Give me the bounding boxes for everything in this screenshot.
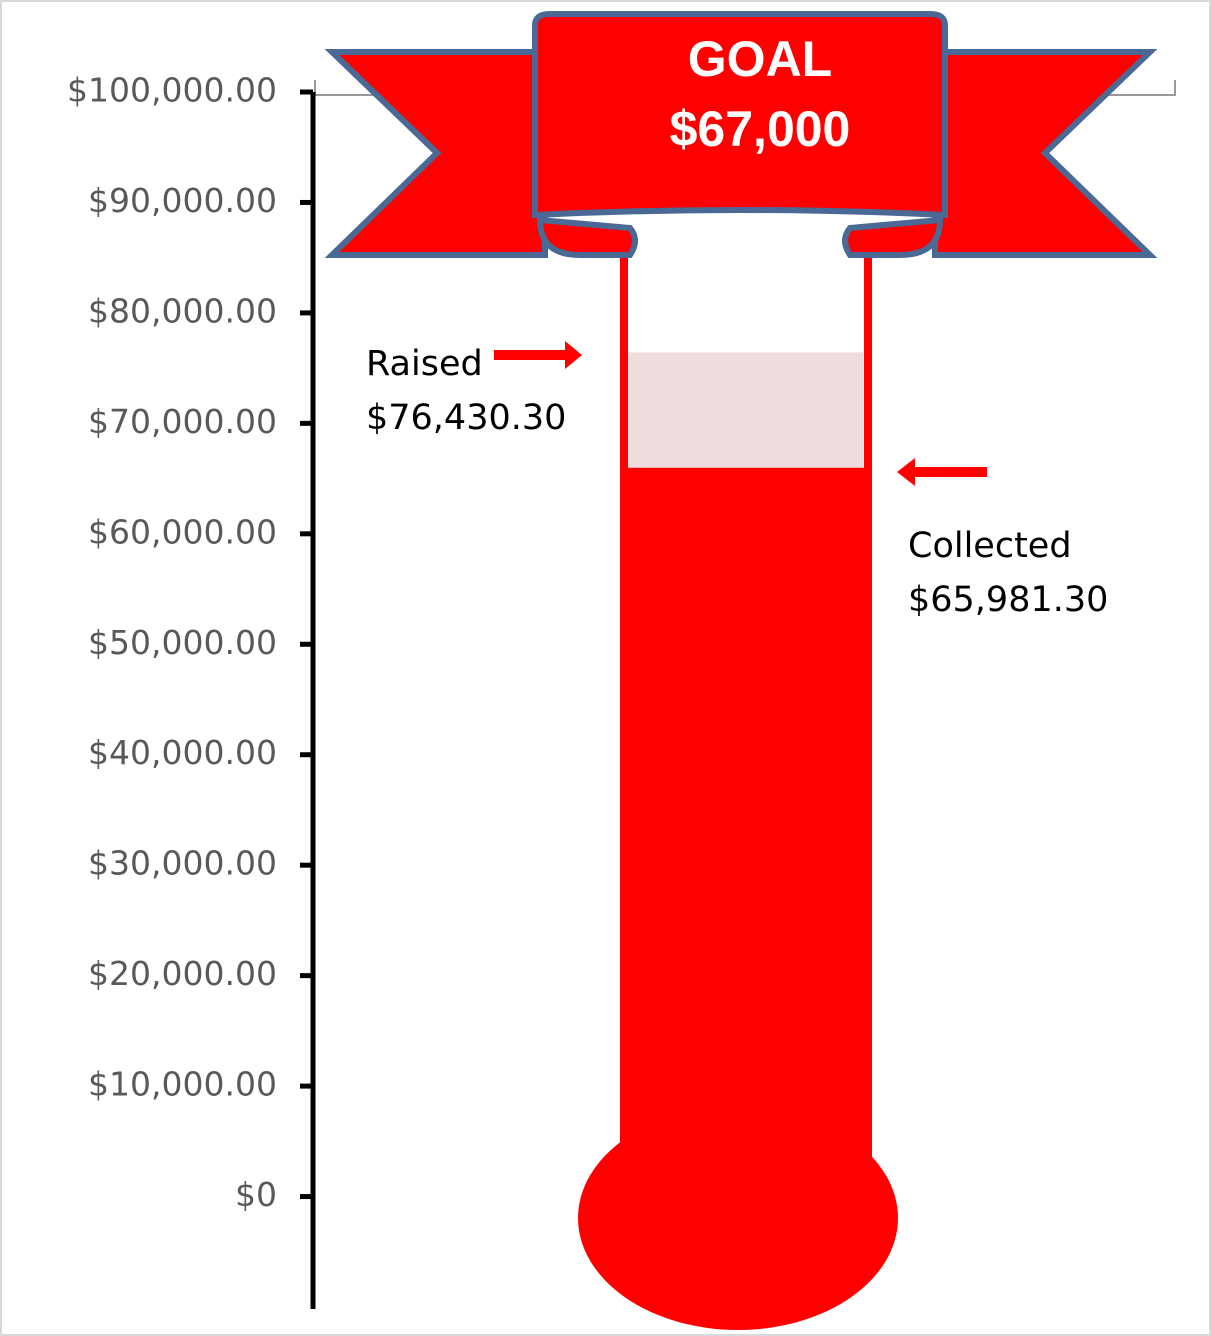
y-tick-label: $90,000.00 xyxy=(88,181,277,220)
y-tick-label: $30,000.00 xyxy=(88,844,277,883)
arrow xyxy=(494,341,582,369)
y-tick-label: $50,000.00 xyxy=(88,623,277,662)
goal-amount: $67,000 xyxy=(670,101,851,157)
y-tick-label: $40,000.00 xyxy=(88,733,277,772)
arrow xyxy=(897,458,987,486)
legend-raised: Raised xyxy=(366,344,483,384)
collected-fill xyxy=(620,467,872,1170)
y-tick-label: $60,000.00 xyxy=(88,512,277,551)
raised-fill xyxy=(628,352,863,468)
y-tick-label: $70,000.00 xyxy=(88,402,277,441)
banner xyxy=(324,11,1158,258)
legend-collected: Collected xyxy=(908,526,1072,566)
y-tick-label: $100,000.00 xyxy=(67,71,277,110)
bulb xyxy=(578,1106,898,1330)
raised-label: $76,430.30 xyxy=(366,398,566,438)
collected-label: $65,981.30 xyxy=(908,580,1108,620)
y-tick-label: $0 xyxy=(235,1175,277,1214)
y-tick-label: $80,000.00 xyxy=(88,291,277,330)
y-tick-label: $20,000.00 xyxy=(88,954,277,993)
goal-title: GOAL xyxy=(688,31,832,87)
y-tick-label: $10,000.00 xyxy=(88,1065,277,1104)
